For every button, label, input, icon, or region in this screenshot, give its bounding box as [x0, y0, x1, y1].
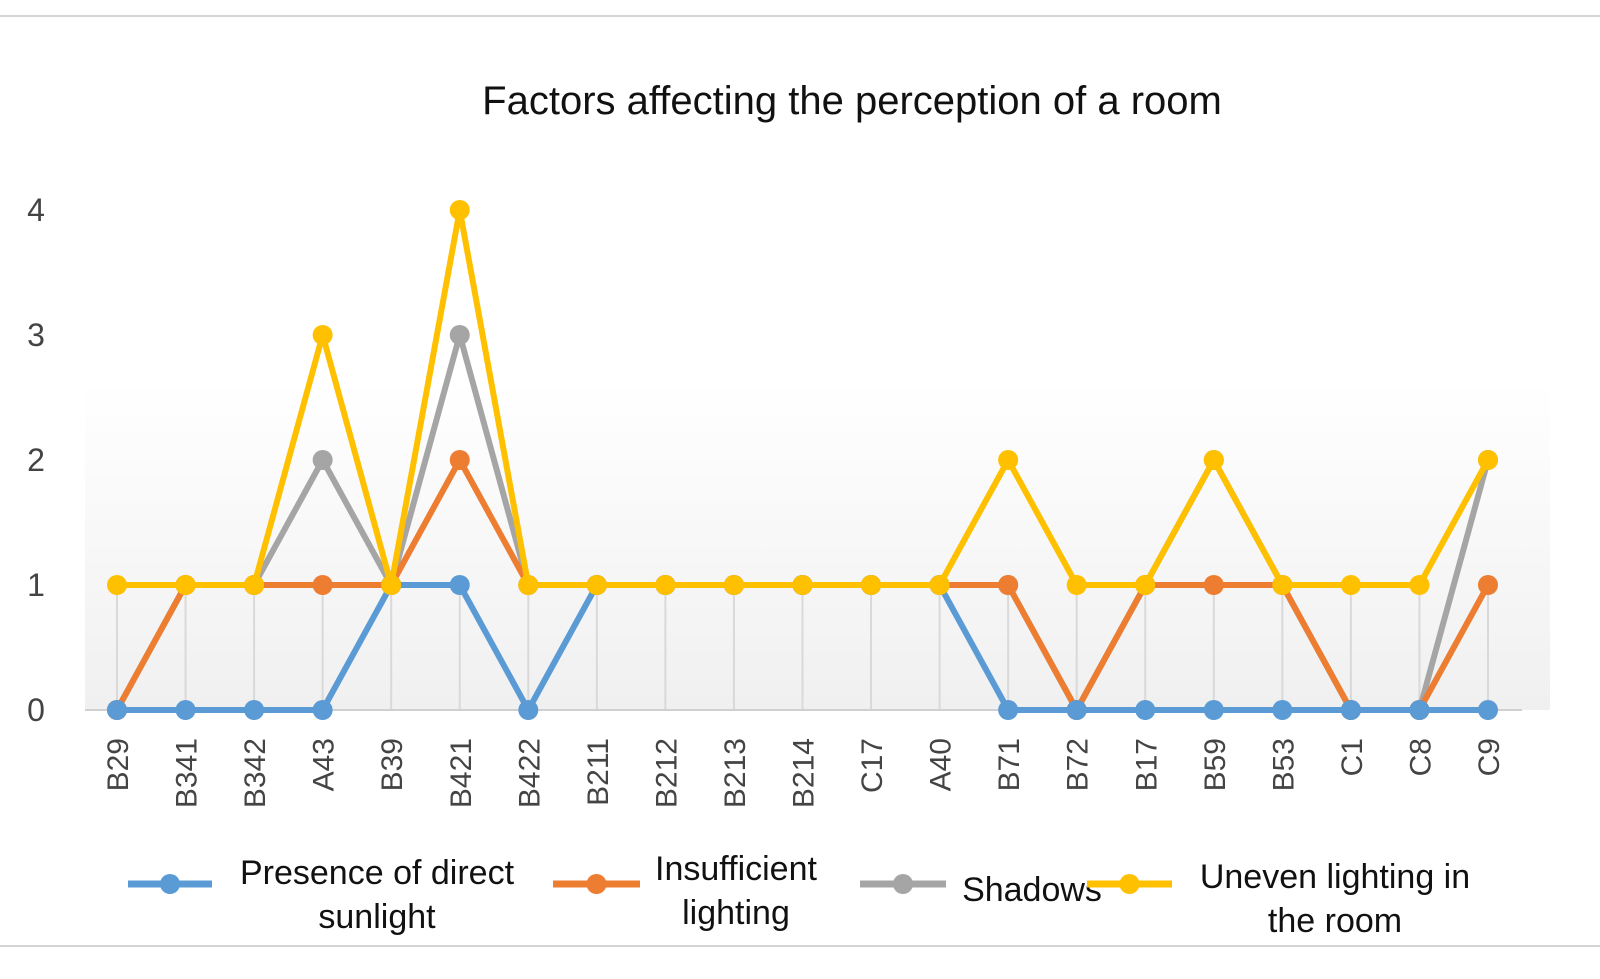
plot-area-background [85, 380, 1550, 710]
data-point [655, 575, 676, 595]
data-point [449, 575, 470, 595]
legend-label: Shadows [962, 871, 1102, 909]
data-point [1066, 700, 1087, 720]
x-tick-label: C1 [1336, 738, 1369, 776]
legend-swatch-marker [160, 874, 180, 894]
data-point [1135, 575, 1156, 595]
legend-swatch-marker [1119, 874, 1140, 894]
legend-item-0: Presence of direct sunlight [128, 854, 515, 936]
chart-title: Factors affecting the perception of a ro… [482, 79, 1222, 123]
data-point [449, 325, 470, 345]
x-tick-label: B29 [102, 738, 135, 791]
data-point [929, 575, 950, 595]
data-point [449, 200, 470, 220]
legend-swatch-marker [586, 874, 607, 894]
legend-label: lighting [682, 894, 790, 932]
legend-label: Presence of direct [240, 854, 515, 892]
data-point [107, 575, 127, 595]
x-tick-label: B213 [719, 738, 752, 808]
x-tick-label: B422 [513, 738, 546, 808]
series-lines [107, 200, 1498, 720]
x-tick-label: A43 [308, 738, 341, 791]
data-point [1478, 700, 1498, 720]
data-point [1203, 575, 1224, 595]
data-point [1409, 700, 1430, 720]
x-tick-label: B341 [171, 738, 204, 808]
data-point [518, 700, 539, 720]
x-tick-label: B212 [650, 738, 683, 808]
data-point [723, 575, 744, 595]
legend: Presence of direct sunlight Insufficient li… [128, 850, 1470, 940]
data-point [792, 575, 813, 595]
data-point [518, 575, 539, 595]
legend-item-3: Uneven lighting in the room [1087, 858, 1470, 940]
x-tick-label: C17 [856, 738, 889, 793]
data-point [1135, 700, 1156, 720]
y-tick-label: 4 [27, 192, 45, 228]
x-tick-label: C9 [1473, 738, 1506, 776]
data-point [1478, 450, 1498, 470]
data-point [175, 700, 196, 720]
data-point [861, 575, 882, 595]
x-tick-label: B211 [582, 738, 615, 806]
y-tick-label: 3 [27, 317, 45, 353]
data-point [312, 450, 333, 470]
y-tick-label: 1 [27, 567, 45, 603]
data-point [1272, 575, 1293, 595]
x-tick-label: B421 [445, 738, 478, 808]
x-tick-label: B59 [1199, 738, 1232, 791]
data-point [1340, 700, 1361, 720]
series-3 [107, 200, 1498, 595]
legend-label: Insufficient [655, 850, 817, 888]
legend-label: sunlight [318, 898, 436, 936]
data-point [586, 575, 607, 595]
legend-label: Uneven lighting in [1200, 858, 1470, 896]
x-tick-label: A40 [925, 738, 958, 791]
x-tick-label: B214 [788, 738, 821, 808]
data-point [1203, 450, 1224, 470]
y-axis-ticks: 0 1 2 3 4 [27, 192, 45, 728]
data-point [1478, 575, 1498, 595]
x-tick-label: C8 [1404, 738, 1437, 776]
data-point [312, 700, 333, 720]
data-point [175, 575, 196, 595]
data-point [312, 575, 333, 595]
x-tick-label: B17 [1130, 738, 1163, 791]
data-point [1272, 700, 1293, 720]
data-point [449, 450, 470, 470]
x-tick-label: B72 [1062, 738, 1095, 791]
x-tick-label: B39 [376, 738, 409, 791]
data-point [1066, 575, 1087, 595]
data-point [1340, 575, 1361, 595]
y-tick-label: 2 [27, 442, 45, 478]
data-point [312, 325, 333, 345]
data-point [381, 575, 402, 595]
data-point [1203, 700, 1224, 720]
data-point [1409, 575, 1430, 595]
data-point [244, 575, 265, 595]
x-tick-label: B53 [1267, 738, 1300, 791]
data-point [998, 450, 1019, 470]
x-tick-label: B71 [993, 738, 1026, 791]
data-point [244, 700, 265, 720]
data-point [998, 575, 1019, 595]
legend-label: the room [1268, 902, 1402, 940]
legend-item-1: Insufficient lighting [553, 850, 818, 932]
data-point [998, 700, 1019, 720]
x-axis-ticks: B29 B341 B342 A43 B39 B421 B422 B211 B212 B213 B21… [102, 738, 1506, 808]
legend-item-2: Shadows [860, 871, 1102, 909]
legend-swatch-marker [893, 874, 913, 894]
x-tick-label: B342 [239, 738, 272, 808]
data-point [107, 700, 127, 720]
y-tick-label: 0 [27, 692, 45, 728]
